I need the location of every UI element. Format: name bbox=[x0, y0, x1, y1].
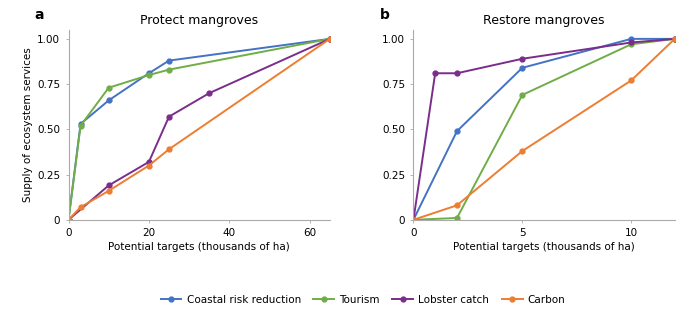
Text: a: a bbox=[34, 8, 44, 22]
Title: Protect mangroves: Protect mangroves bbox=[140, 14, 258, 27]
Tourism bbox=[518, 93, 526, 97]
Lobster catch bbox=[627, 41, 635, 44]
Coastal risk reduction bbox=[105, 99, 113, 102]
X-axis label: Potential targets (thousands of ha): Potential targets (thousands of ha) bbox=[108, 242, 290, 252]
Coastal risk reduction bbox=[165, 59, 173, 62]
Carbon bbox=[627, 78, 635, 82]
Tourism bbox=[64, 218, 73, 222]
Carbon bbox=[325, 37, 334, 41]
Lobster catch bbox=[431, 71, 439, 75]
Line: Carbon: Carbon bbox=[66, 36, 332, 222]
Lobster catch bbox=[105, 184, 113, 187]
Carbon bbox=[145, 164, 153, 167]
Tourism bbox=[453, 216, 461, 220]
Tourism bbox=[77, 124, 85, 127]
Tourism bbox=[410, 218, 418, 222]
Lobster catch bbox=[671, 37, 679, 41]
Tourism bbox=[165, 68, 173, 72]
Tourism bbox=[671, 37, 679, 41]
Line: Carbon: Carbon bbox=[411, 36, 677, 222]
Y-axis label: Supply of ecosystem services: Supply of ecosystem services bbox=[23, 47, 33, 202]
Tourism bbox=[105, 86, 113, 89]
Carbon bbox=[77, 205, 85, 209]
Lobster catch bbox=[518, 57, 526, 61]
Carbon bbox=[518, 149, 526, 153]
Lobster catch bbox=[165, 115, 173, 119]
Carbon bbox=[453, 203, 461, 207]
Tourism bbox=[145, 73, 153, 77]
Coastal risk reduction bbox=[627, 37, 635, 41]
Carbon bbox=[410, 218, 418, 222]
Coastal risk reduction bbox=[410, 218, 418, 222]
X-axis label: Potential targets (thousands of ha): Potential targets (thousands of ha) bbox=[453, 242, 635, 252]
Lobster catch bbox=[453, 71, 461, 75]
Legend: Coastal risk reduction, Tourism, Lobster catch, Carbon: Coastal risk reduction, Tourism, Lobster… bbox=[156, 290, 570, 309]
Lobster catch bbox=[64, 218, 73, 222]
Coastal risk reduction bbox=[64, 218, 73, 222]
Carbon bbox=[165, 147, 173, 151]
Title: Restore mangroves: Restore mangroves bbox=[484, 14, 605, 27]
Tourism bbox=[627, 42, 635, 46]
Coastal risk reduction bbox=[671, 37, 679, 41]
Coastal risk reduction bbox=[145, 71, 153, 75]
Carbon bbox=[64, 218, 73, 222]
Line: Coastal risk reduction: Coastal risk reduction bbox=[411, 36, 677, 222]
Line: Tourism: Tourism bbox=[411, 36, 677, 222]
Line: Tourism: Tourism bbox=[66, 36, 332, 222]
Text: b: b bbox=[379, 8, 389, 22]
Tourism bbox=[325, 37, 334, 41]
Coastal risk reduction bbox=[453, 129, 461, 133]
Coastal risk reduction bbox=[325, 37, 334, 41]
Lobster catch bbox=[205, 91, 213, 95]
Lobster catch bbox=[325, 37, 334, 41]
Lobster catch bbox=[410, 218, 418, 222]
Carbon bbox=[105, 189, 113, 193]
Lobster catch bbox=[145, 160, 153, 164]
Carbon bbox=[671, 37, 679, 41]
Line: Lobster catch: Lobster catch bbox=[66, 36, 332, 222]
Coastal risk reduction bbox=[518, 66, 526, 70]
Coastal risk reduction bbox=[77, 122, 85, 126]
Line: Coastal risk reduction: Coastal risk reduction bbox=[66, 36, 332, 222]
Line: Lobster catch: Lobster catch bbox=[411, 36, 677, 222]
